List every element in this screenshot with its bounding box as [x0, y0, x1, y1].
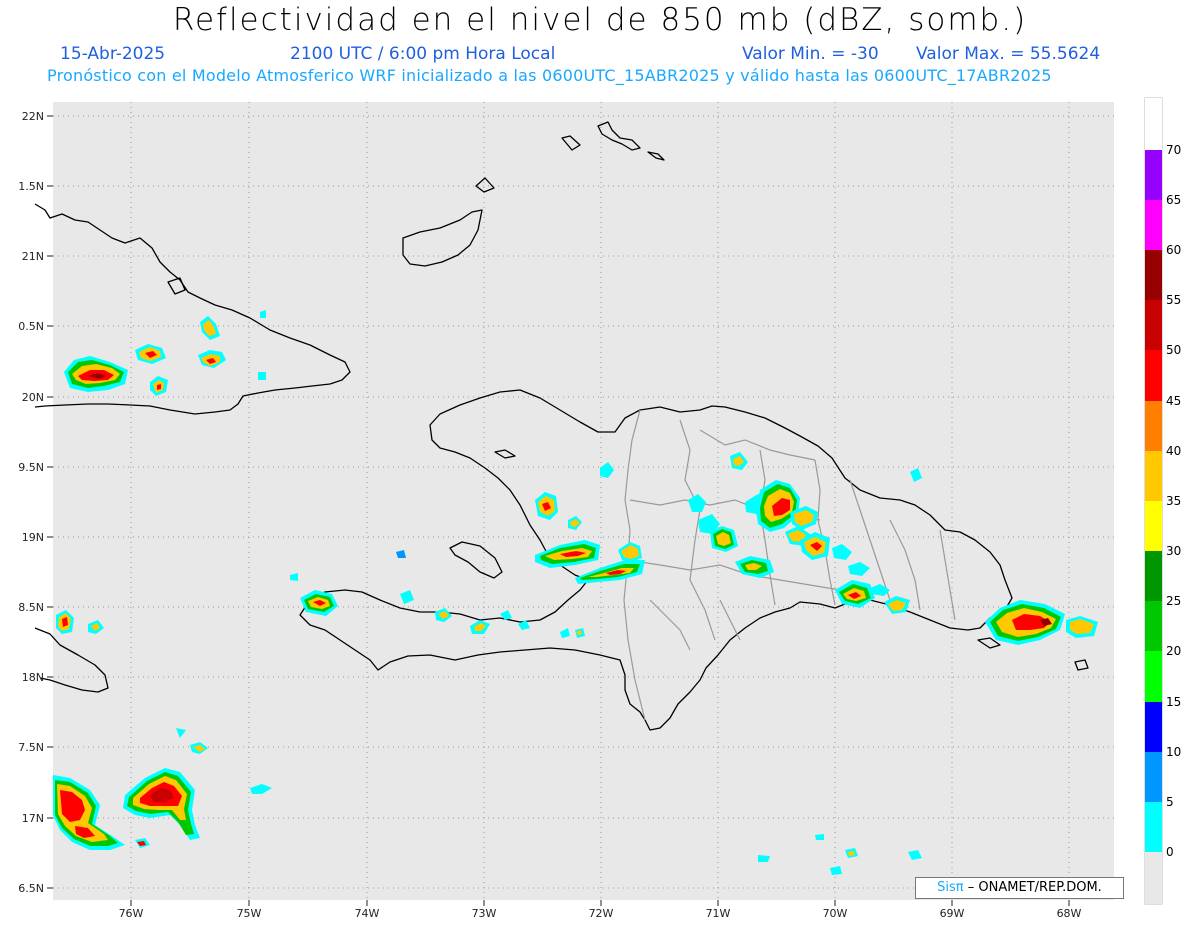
- colorbar-swatch: [1145, 300, 1162, 350]
- map-title: Reflectividad en el nivel de 850 mb (dBZ…: [172, 2, 1028, 38]
- lon-label: 73W: [472, 907, 497, 920]
- lat-label: 18N: [22, 671, 44, 684]
- lat-label: 17N: [22, 812, 44, 825]
- colorbar-labels: 70 65 60 55 50 45 40 35 30 25 20 15 10 5…: [1166, 143, 1181, 859]
- colorbar-swatch: [1145, 200, 1162, 250]
- colorbar-label: 0: [1166, 845, 1174, 859]
- reflectivity-cells: [53, 310, 1098, 875]
- colorbar-label: 5: [1166, 795, 1174, 809]
- lat-label: 20N: [22, 391, 44, 404]
- lat-label: 22N: [22, 110, 44, 123]
- colorbar-swatch: [1145, 401, 1162, 451]
- colorbar-label: 40: [1166, 444, 1181, 458]
- lon-axis: 76W 75W 74W 73W 72W 71W 70W 69W 68W: [119, 907, 1082, 920]
- lat-label: 8.5N: [18, 601, 44, 614]
- lon-label: 74W: [355, 907, 380, 920]
- colorbar-label: 55: [1166, 293, 1181, 307]
- colorbar-label: 15: [1166, 695, 1181, 709]
- colorbar-label: 25: [1166, 594, 1181, 608]
- province-boundaries: [623, 409, 956, 721]
- lat-label: 21N: [22, 250, 44, 263]
- colorbar-swatch: [1145, 651, 1162, 702]
- lon-label: 69W: [940, 907, 965, 920]
- lon-label: 76W: [119, 907, 144, 920]
- lat-label: 6.5N: [18, 882, 44, 895]
- colorbar-label: 70: [1166, 143, 1181, 157]
- lat-label: 9.5N: [18, 461, 44, 474]
- credit-brand: Sisπ: [937, 880, 964, 895]
- colorbar-label: 45: [1166, 394, 1181, 408]
- colorbar: [1144, 97, 1163, 905]
- lat-axis: 22N 1.5N 21N 0.5N 20N 9.5N 19N 8.5N 18N …: [18, 110, 44, 895]
- forecast-time: 2100 UTC / 6:00 pm Hora Local: [290, 44, 556, 64]
- colorbar-label: 35: [1166, 494, 1181, 508]
- credit-box: Sisπ – ONAMET/REP.DOM.: [915, 877, 1124, 899]
- coastlines: [34, 121, 1089, 731]
- map-area: [53, 102, 1114, 900]
- colorbar-swatch: [1145, 350, 1162, 401]
- colorbar-swatch: [1145, 451, 1162, 501]
- colorbar-swatch: [1145, 150, 1162, 200]
- lon-label: 70W: [823, 907, 848, 920]
- colorbar-label: 65: [1166, 193, 1181, 207]
- min-value: Valor Min. = -30: [742, 44, 879, 64]
- lon-label: 68W: [1057, 907, 1082, 920]
- colorbar-label: 50: [1166, 343, 1181, 357]
- lon-label: 72W: [589, 907, 614, 920]
- colorbar-swatch: [1145, 250, 1162, 300]
- forecast-date: 15-Abr-2025: [60, 44, 166, 64]
- colorbar-label: 10: [1166, 745, 1181, 759]
- lat-label: 0.5N: [18, 320, 44, 333]
- lat-label: 19N: [22, 531, 44, 544]
- colorbar-swatch: [1145, 702, 1162, 752]
- grid-lines: [53, 102, 1114, 900]
- credit-text: – ONAMET/REP.DOM.: [967, 880, 1102, 895]
- model-subtitle: Pronóstico con el Modelo Atmosferico WRF…: [47, 66, 1052, 85]
- colorbar-swatch: [1145, 501, 1162, 551]
- colorbar-label: 20: [1166, 644, 1181, 658]
- colorbar-label: 60: [1166, 243, 1181, 257]
- colorbar-swatch: [1145, 852, 1162, 904]
- colorbar-swatch: [1145, 601, 1162, 651]
- lat-label: 1.5N: [18, 180, 44, 193]
- lon-label: 71W: [706, 907, 731, 920]
- colorbar-swatch: [1145, 752, 1162, 802]
- lon-label: 75W: [237, 907, 262, 920]
- colorbar-swatch: [1145, 551, 1162, 601]
- colorbar-swatch: [1145, 802, 1162, 852]
- colorbar-label: 30: [1166, 544, 1181, 558]
- lat-label: 7.5N: [18, 741, 44, 754]
- max-value: Valor Max. = 55.5624: [916, 44, 1101, 64]
